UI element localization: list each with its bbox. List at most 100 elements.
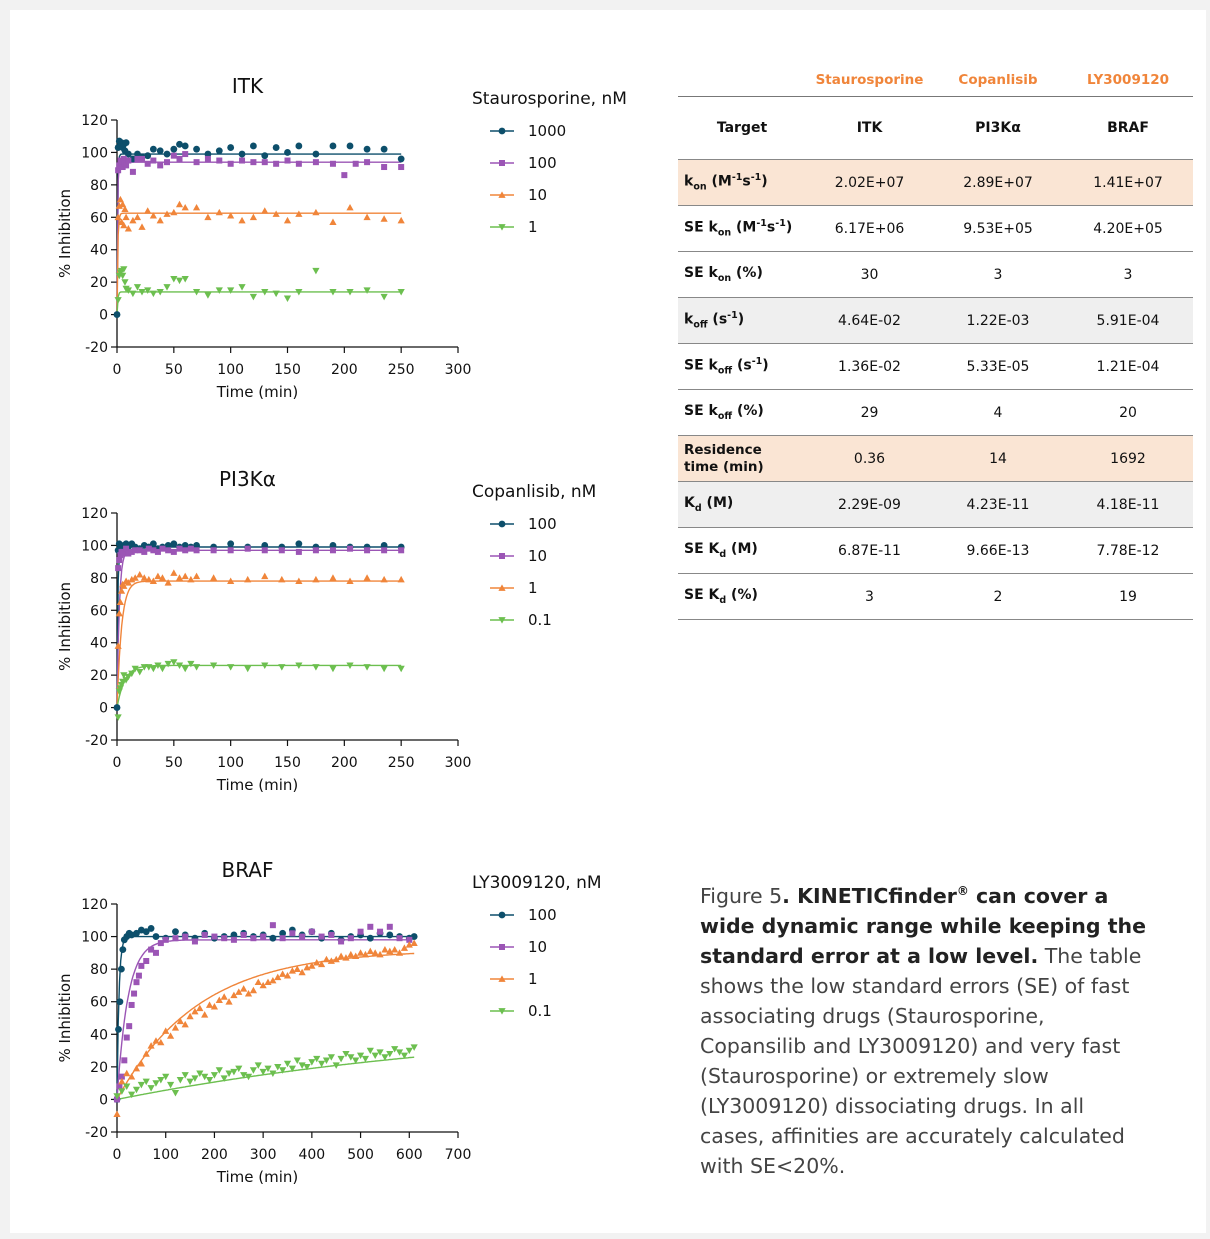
data-point: [132, 1086, 141, 1094]
data-point: [162, 936, 169, 943]
data-point: [131, 990, 138, 997]
data-point: [133, 284, 142, 291]
data-point: [338, 938, 345, 945]
row-label-part: (M): [726, 541, 758, 558]
series-fit-line: [116, 664, 402, 708]
y-tick-label: 0: [99, 308, 108, 324]
x-tick-label: 50: [165, 362, 183, 378]
table-cell: 2.29E-09: [806, 481, 933, 528]
row-label-part: -1: [775, 218, 786, 230]
data-point: [249, 293, 257, 301]
x-tick-label: 500: [347, 1147, 374, 1163]
y-tick-label: 60: [90, 210, 108, 226]
caption-registered-mark: ®: [956, 884, 969, 898]
data-point: [356, 1052, 365, 1060]
data-point: [397, 665, 405, 673]
data-point: [220, 993, 228, 1000]
data-point: [259, 1068, 267, 1076]
data-point: [129, 168, 136, 175]
row-label-part: ): [785, 219, 793, 236]
data-point: [116, 598, 125, 606]
page-border-left: [0, 0, 10, 1239]
data-point: [498, 617, 506, 624]
row-label-part: ): [737, 311, 745, 328]
y-tick-label: 120: [81, 113, 108, 129]
data-point: [147, 925, 155, 932]
data-point: [145, 545, 152, 552]
data-point: [120, 266, 128, 273]
y-tick-label: 100: [81, 930, 108, 946]
data-point: [113, 1093, 121, 1100]
data-point: [113, 1110, 121, 1117]
data-point: [295, 288, 303, 296]
data-point: [398, 547, 405, 554]
chart-title: ITK: [232, 74, 264, 98]
data-point: [329, 288, 337, 296]
data-point: [279, 970, 287, 977]
data-point: [244, 665, 252, 673]
data-point: [134, 155, 141, 162]
data-point: [259, 981, 267, 989]
data-point: [244, 989, 253, 997]
drug-header-cell: Copanlisib: [958, 72, 1038, 88]
data-point: [308, 1059, 316, 1066]
table-cell: 3: [806, 573, 933, 620]
data-point: [395, 949, 404, 956]
data-point: [128, 1091, 136, 1099]
data-point: [329, 665, 337, 673]
data-point: [397, 155, 405, 163]
braf-chart: BRAF -20 0 20 40 60 80 100 120 0 100 200 300 400 500 60…: [56, 858, 602, 1186]
row-label: SE kon (M-1s-1): [678, 205, 806, 252]
data-point: [117, 587, 126, 594]
data-point: [313, 959, 321, 966]
data-point: [498, 975, 506, 982]
row-label-part: ): [761, 173, 768, 190]
page-border-right: [1206, 0, 1210, 1239]
legend-label: 1: [528, 218, 538, 236]
data-point: [261, 159, 268, 166]
data-point: [124, 225, 132, 232]
table-row: SE koff (%) 29 4 20: [678, 389, 1193, 436]
target-header-cell: BRAF: [1063, 96, 1193, 160]
data-point: [113, 311, 121, 318]
data-point: [279, 929, 287, 937]
data-point: [337, 1055, 345, 1063]
data-point: [318, 960, 326, 968]
caption-bold-1: . KINETICfinder: [782, 883, 957, 908]
data-point: [249, 1067, 257, 1074]
data-point: [122, 213, 130, 221]
y-tick-label: -20: [85, 340, 108, 356]
table-body: kon (M-1s-1) 2.02E+07 2.89E+07 1.41E+07 SE k…: [678, 159, 1193, 620]
y-axis-label: % Inhibition: [56, 189, 74, 278]
x-tick-label: 100: [217, 362, 244, 378]
data-point: [364, 159, 371, 166]
drug-header-cell: LY3009120: [1086, 72, 1170, 88]
data-point: [191, 1075, 199, 1082]
data-point: [131, 665, 139, 673]
row-label-part: k: [684, 311, 694, 328]
data-point: [181, 276, 189, 283]
data-point: [164, 579, 172, 586]
data-point: [499, 553, 505, 559]
data-point: [137, 1060, 145, 1067]
data-point: [313, 1055, 321, 1063]
data-point: [175, 574, 184, 581]
data-point: [371, 1052, 379, 1060]
row-label-part: on: [717, 272, 732, 284]
data-point: [240, 985, 248, 992]
data-point: [347, 1054, 355, 1061]
table-row: SE koff (s-1) 1.36E-02 5.33E-05 1.21E-04: [678, 343, 1193, 390]
data-point: [363, 664, 371, 671]
row-label-part: off: [717, 410, 733, 422]
data-point: [125, 550, 132, 557]
data-point: [405, 1047, 413, 1055]
data-point: [192, 203, 201, 211]
data-point: [152, 1080, 160, 1087]
row-label: SE Kd (%): [678, 573, 806, 620]
data-point: [363, 145, 371, 153]
data-point: [312, 575, 320, 583]
row-label-part: (M: [731, 219, 757, 236]
data-point: [391, 1046, 399, 1053]
data-point: [171, 1090, 180, 1097]
data-point: [295, 142, 303, 150]
